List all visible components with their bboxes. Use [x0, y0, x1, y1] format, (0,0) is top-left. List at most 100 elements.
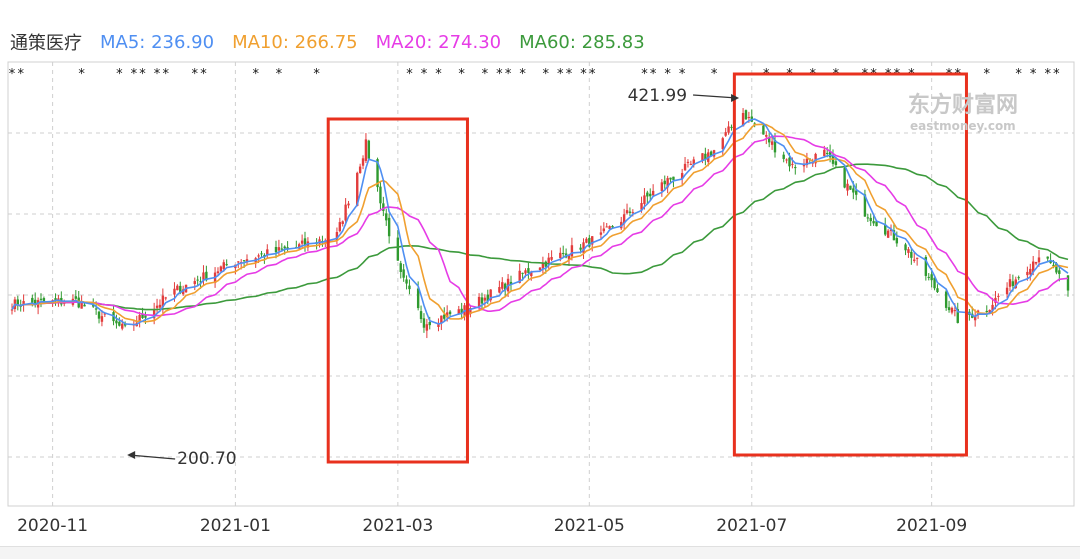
event-marker: * — [421, 67, 428, 82]
candle-body — [57, 298, 60, 301]
candle-body — [489, 289, 492, 301]
candle-body — [54, 298, 57, 301]
candle-body — [367, 140, 371, 159]
candle-body — [440, 315, 443, 324]
candle-body — [480, 297, 484, 304]
candle-body — [875, 221, 878, 227]
event-marker: * — [78, 67, 85, 82]
candle-body — [225, 264, 228, 266]
ma20-legend: MA20: 274.30 — [375, 31, 502, 53]
candle-body — [947, 307, 951, 311]
chart-legend: 通策医疗 MA5: 236.90 MA10: 266.75 MA20: 274.… — [10, 28, 663, 56]
ma60-legend: MA60: 285.83 — [519, 31, 645, 53]
candle-body — [193, 281, 196, 284]
candle-body — [849, 185, 852, 190]
candle-body — [379, 186, 382, 204]
candle-body — [457, 309, 460, 315]
event-marker: * — [566, 67, 573, 82]
candle-body — [219, 266, 223, 272]
candle-body — [283, 246, 286, 249]
candle-body — [744, 110, 748, 120]
candle-body — [712, 150, 716, 157]
x-tick-label: 2021-05 — [554, 516, 625, 536]
stock-name: 通策医疗 — [10, 33, 82, 54]
candle-body — [605, 226, 608, 228]
candle-body — [100, 316, 104, 322]
candle-body — [643, 195, 646, 204]
candle-body — [591, 236, 594, 245]
candle-body — [1058, 270, 1061, 274]
event-marker: * — [154, 67, 161, 82]
candle-body — [199, 281, 202, 283]
event-marker: * — [1030, 67, 1037, 82]
candle-body — [155, 305, 159, 308]
candle-body — [1046, 256, 1049, 259]
candle-body — [843, 168, 846, 188]
candle-body — [385, 213, 388, 221]
candle-body — [588, 237, 591, 247]
candle-body — [382, 203, 385, 211]
event-marker: * — [519, 67, 526, 82]
candle-body — [416, 288, 420, 309]
event-marker: * — [1044, 67, 1051, 82]
candle-body — [498, 287, 501, 293]
annotation-low: 200.70 — [177, 449, 236, 469]
candle-body — [646, 192, 649, 197]
candle-body — [274, 246, 278, 253]
candle-body — [402, 269, 405, 278]
candle-body — [680, 173, 684, 179]
plot-frame — [7, 61, 1075, 507]
candle-body — [477, 296, 481, 308]
ma10-legend: MA10: 266.75 — [232, 31, 358, 53]
candle-body — [92, 305, 95, 307]
candle-body — [483, 297, 487, 301]
candle-body — [115, 320, 118, 324]
event-marker: * — [711, 67, 718, 82]
event-marker: * — [543, 67, 550, 82]
event-marker: * — [139, 67, 146, 82]
candle-body — [158, 304, 162, 308]
candle-body — [103, 313, 107, 315]
candle-body — [649, 193, 652, 197]
candle-body — [785, 159, 788, 161]
candle-body — [672, 176, 675, 180]
candle-body — [570, 245, 574, 257]
candle-body — [530, 271, 533, 277]
candle-body — [408, 285, 411, 290]
watermark-cn: 东方财富网 — [908, 92, 1018, 118]
candle-body — [358, 166, 362, 174]
candle-body — [686, 161, 690, 163]
highlight-box — [326, 117, 469, 464]
event-marker: * — [1015, 67, 1022, 82]
highlight-box — [732, 72, 968, 457]
candle-body — [176, 285, 179, 291]
candle-body — [501, 282, 504, 289]
candle-body — [895, 238, 899, 244]
x-tick-label: 2021-07 — [716, 516, 787, 536]
candle-body — [788, 157, 791, 167]
candle-body — [469, 307, 472, 315]
candle-body — [973, 315, 977, 321]
event-marker: * — [650, 67, 657, 82]
candle-body — [910, 251, 913, 258]
candle-body — [1017, 277, 1020, 279]
candle-body — [425, 324, 429, 331]
candle-body — [31, 297, 34, 303]
ma5-legend: MA5: 236.90 — [100, 31, 215, 53]
event-marker: * — [200, 67, 207, 82]
candle-body — [1008, 279, 1012, 287]
candle-body — [173, 288, 176, 295]
candle-body — [460, 308, 463, 314]
candle-body — [260, 253, 263, 255]
candle-body — [196, 279, 199, 281]
candle-body — [753, 123, 756, 125]
candle-body — [828, 151, 832, 158]
event-marker: * — [458, 67, 465, 82]
candle-body — [869, 217, 872, 222]
ma10-line — [11, 123, 1069, 323]
candle-body — [991, 304, 994, 311]
candle-body — [538, 267, 542, 270]
candle-body — [257, 255, 260, 257]
annotation-arrow-high — [693, 94, 738, 99]
candle-body — [242, 260, 246, 262]
